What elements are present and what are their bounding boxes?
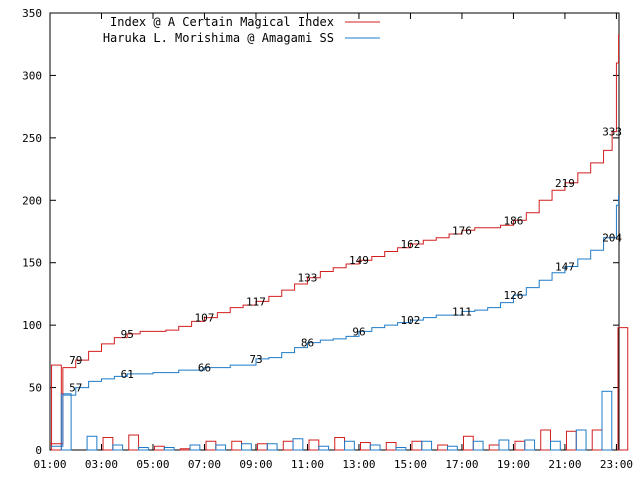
bar-series-1 <box>128 434 140 451</box>
bar-series-1 <box>308 439 320 451</box>
legend-label-series-2: Haruka L. Morishima @ Amagami SS <box>103 31 334 45</box>
data-label-series-1: 133 <box>298 272 318 285</box>
bar-series-1 <box>591 429 603 451</box>
data-label-series-1: 149 <box>349 254 369 267</box>
data-label-series-2: 61 <box>121 368 134 381</box>
x-tick-label: 09:00 <box>239 458 272 471</box>
bar-series-2 <box>266 443 278 451</box>
x-tick-label: 15:00 <box>394 458 427 471</box>
bar-series-1 <box>231 440 243 451</box>
data-label-series-2: 204 <box>602 232 622 245</box>
bar-series-1 <box>385 442 397 451</box>
data-label-series-2: 86 <box>301 337 314 350</box>
data-label-series-1: 95 <box>121 328 134 341</box>
bar-series-2 <box>189 444 201 451</box>
x-tick-label: 11:00 <box>291 458 324 471</box>
bar-series-1 <box>565 430 577 451</box>
bar-series-1 <box>205 440 217 451</box>
bar-series-2 <box>395 447 407 451</box>
bar-series-1 <box>514 440 526 451</box>
bar-series-1 <box>488 444 500 451</box>
bar-series-1 <box>51 364 62 451</box>
bar-series-2 <box>447 445 458 451</box>
bar-series-2 <box>163 447 175 451</box>
bar-series-1 <box>617 327 629 451</box>
data-label-series-1: 186 <box>504 214 524 227</box>
y-tick-label: 300 <box>22 69 42 82</box>
legend-label-series-1: Index @ A Certain Magical Index <box>110 15 334 29</box>
bar-series-2 <box>421 440 433 451</box>
data-label-series-2: 126 <box>504 289 524 302</box>
data-label-series-1: 176 <box>452 224 472 237</box>
cumulative-lines <box>50 34 620 447</box>
data-label-series-2: 66 <box>198 362 211 375</box>
y-tick-label: 200 <box>22 194 42 207</box>
x-tick-label: 07:00 <box>188 458 221 471</box>
bar-series-2 <box>524 439 536 451</box>
data-labels: 79 95 107 117 133 149 162 176 186 219 333 57 61 66 73 8… <box>69 126 622 395</box>
bar-series-1 <box>540 429 552 451</box>
bar-series-2 <box>138 447 149 451</box>
bar-series-1 <box>257 443 268 451</box>
bar-series-1 <box>282 440 294 451</box>
data-label-series-1: 219 <box>555 177 575 190</box>
bar-series-2 <box>550 440 561 451</box>
data-label-series-1: 79 <box>69 354 82 367</box>
x-tick-label: 19:00 <box>497 458 530 471</box>
line-series-2 <box>50 195 620 447</box>
data-label-series-2: 73 <box>249 353 262 366</box>
bar-series-2 <box>472 440 484 451</box>
bar-series-1 <box>179 448 191 451</box>
x-tick-label: 03:00 <box>85 458 118 471</box>
y-tick-label: 0 <box>35 444 42 457</box>
bar-series-1 <box>411 440 423 451</box>
bar-series-2 <box>215 444 227 451</box>
data-label-series-1: 333 <box>602 126 622 139</box>
data-label-series-2: 147 <box>555 260 575 273</box>
x-tick-label: 13:00 <box>342 458 375 471</box>
bar-series-1 <box>102 437 114 451</box>
bar-series-1 <box>334 437 346 451</box>
bar-series-1 <box>437 444 449 451</box>
y-tick-label: 350 <box>22 7 42 20</box>
bar-series-2 <box>344 440 355 451</box>
y-tick-label: 250 <box>22 132 42 145</box>
bar-series-1 <box>360 442 371 451</box>
data-label-series-1: 117 <box>246 295 266 308</box>
bar-series-2 <box>86 435 98 451</box>
data-label-series-2: 96 <box>352 325 365 338</box>
data-label-series-2: 102 <box>401 314 421 327</box>
bar-series-2 <box>292 438 304 451</box>
bar-series-2 <box>601 390 613 451</box>
plot-border <box>49 12 620 451</box>
x-tick-label: 01:00 <box>33 458 66 471</box>
y-tick-label: 50 <box>29 382 42 395</box>
data-label-series-1: 162 <box>401 238 421 251</box>
y-tick-label: 100 <box>22 319 42 332</box>
bar-series-1 <box>462 435 474 451</box>
bar-series-2 <box>60 393 72 451</box>
bar-series-2 <box>241 443 252 451</box>
plot-frame: 0 50 100 150 200 250 300 350 01:00 03:00 05:00 07:0… <box>22 7 633 471</box>
y-tick-label: 150 <box>22 257 42 270</box>
legend: Index @ A Certain Magical Index Haruka L… <box>103 15 380 45</box>
data-label-series-1: 107 <box>195 312 215 325</box>
x-tick-label: 17:00 <box>445 458 478 471</box>
bar-series-2 <box>112 444 124 451</box>
hourly-bars <box>51 327 629 451</box>
line-series-1 <box>50 34 620 445</box>
data-label-series-2: 57 <box>69 382 82 395</box>
bar-series-1 <box>154 445 165 451</box>
bar-series-2 <box>575 429 587 451</box>
bar-series-2 <box>318 445 330 451</box>
bar-series-2 <box>498 439 510 451</box>
x-tick-label: 05:00 <box>136 458 169 471</box>
x-tick-label: 21:00 <box>548 458 581 471</box>
bar-series-2 <box>369 444 381 451</box>
x-tick-label: 23:00 <box>600 458 633 471</box>
data-label-series-2: 111 <box>452 305 472 318</box>
